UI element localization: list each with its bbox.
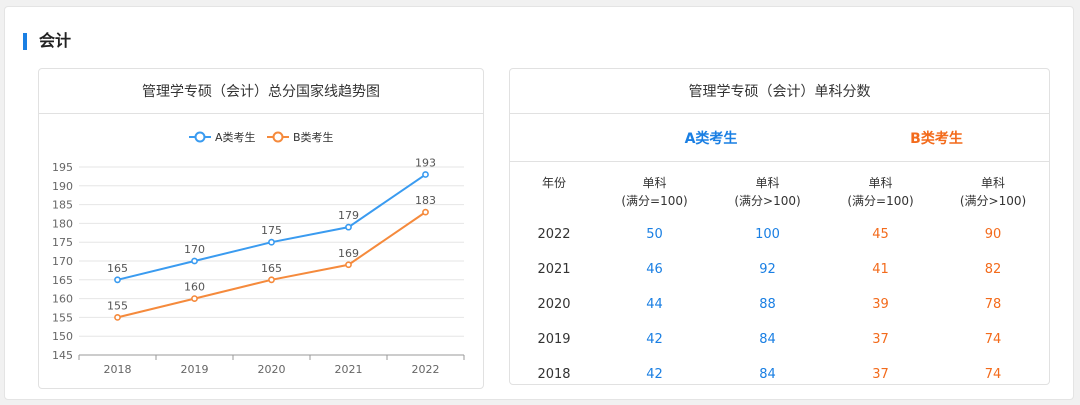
a-score-cell: 84 xyxy=(759,332,776,347)
x-tick-label: 2021 xyxy=(335,363,363,376)
data-label: 193 xyxy=(415,157,436,170)
section-title: 会计 xyxy=(39,31,72,50)
data-label: 169 xyxy=(338,247,359,260)
x-tick-label: 2018 xyxy=(104,363,132,376)
x-tick-label: 2022 xyxy=(412,363,440,376)
b-score-cell: 74 xyxy=(984,367,1002,382)
a-score-cell: 44 xyxy=(646,297,663,312)
data-point xyxy=(114,276,121,284)
year-cell: 2018 xyxy=(537,367,571,382)
data-label: 175 xyxy=(261,224,282,237)
year-cell: 2021 xyxy=(537,262,571,277)
year-cell: 2019 xyxy=(537,332,571,347)
b-score-cell: 74 xyxy=(984,332,1002,347)
scores-table-title: 管理学专硕（会计）单科分数 xyxy=(510,69,1049,114)
data-label: 165 xyxy=(107,262,128,275)
table-row: 2018 42 84 37 74 xyxy=(510,357,1049,392)
data-point xyxy=(422,208,429,216)
data-point xyxy=(345,261,352,269)
column-header-score: 单科 (满分=100) xyxy=(621,176,688,208)
a-score-cell: 46 xyxy=(646,262,663,277)
b-score-cell: 39 xyxy=(872,297,889,312)
data-point xyxy=(191,295,198,302)
data-point xyxy=(422,171,429,178)
data-point xyxy=(345,223,352,231)
legend-marker xyxy=(194,131,206,143)
y-tick-label: 165 xyxy=(52,274,73,287)
y-tick-label: 155 xyxy=(52,311,73,324)
y-tick-label: 160 xyxy=(52,293,73,306)
y-tick-label: 185 xyxy=(52,199,73,212)
data-label: 183 xyxy=(415,194,436,207)
data-label: 179 xyxy=(338,209,359,222)
year-cell: 2020 xyxy=(537,297,571,312)
data-label: 170 xyxy=(184,243,205,256)
y-tick-label: 180 xyxy=(52,217,73,230)
data-label: 160 xyxy=(184,281,205,294)
scores-table-card: 管理学专硕（会计）单科分数 A类考生 B类考生 年份 单科 (满分=100) 单科 (满… xyxy=(509,68,1050,385)
column-header-score: 单科 (满分>100) xyxy=(959,176,1027,208)
data-label: 165 xyxy=(261,262,282,275)
b-score-cell: 82 xyxy=(984,262,1002,277)
a-score-cell: 92 xyxy=(759,262,776,277)
column-header-row: 年份 单科 (满分=100) 单科 (满分>100) 单科 (满分=100) 单科 (满分>10… xyxy=(510,162,1049,218)
scores-table: A类考生 B类考生 年份 单科 (满分=100) 单科 (满分>100) 单科 (满分=10… xyxy=(510,114,1049,392)
scores-table-body: 2022 50 100 45 90 2021 46 92 41 82 2020 44 88 39 78 201… xyxy=(510,217,1049,392)
table-row: 2019 42 84 37 74 xyxy=(510,322,1049,357)
trend-chart-title: 管理学专硕（会计）总分国家线趋势图 xyxy=(39,69,483,114)
a-score-cell: 50 xyxy=(646,227,663,242)
table-row: 2021 46 92 41 82 xyxy=(510,252,1049,287)
group-header-b: B类考生 xyxy=(824,114,1049,162)
b-score-cell: 90 xyxy=(984,227,1002,242)
x-tick-label: 2019 xyxy=(181,363,209,376)
y-tick-label: 170 xyxy=(52,255,73,268)
data-label: 155 xyxy=(107,299,128,312)
legend-label: B类考生 xyxy=(293,130,334,144)
year-cell: 2022 xyxy=(537,227,571,242)
a-score-cell: 100 xyxy=(755,227,780,242)
x-tick-label: 2020 xyxy=(258,363,286,376)
legend-marker xyxy=(272,131,284,143)
trend-line-chart: 145 150 155 160 165 170 175 180 185 190 195 2018 201… xyxy=(52,130,465,376)
b-score-cell: 37 xyxy=(872,367,889,382)
column-header-year: 年份 xyxy=(541,176,566,190)
y-tick-label: 150 xyxy=(52,330,73,343)
section-accent-bar xyxy=(23,33,27,50)
main-panel: 会计 管理学专硕（会计）总分国家线趋势图 145 150 155 160 165 170 1… xyxy=(4,6,1074,400)
b-score-cell: 41 xyxy=(872,262,889,277)
a-score-cell: 42 xyxy=(646,332,663,347)
table-row: 2022 50 100 45 90 xyxy=(510,217,1049,252)
trend-chart-card: 管理学专硕（会计）总分国家线趋势图 145 150 155 160 165 170 175 1… xyxy=(38,68,484,389)
b-score-cell: 78 xyxy=(984,297,1002,312)
y-tick-label: 145 xyxy=(52,349,73,362)
column-header-score: 单科 (满分>100) xyxy=(734,176,801,208)
group-header-row: A类考生 B类考生 xyxy=(510,114,1049,162)
b-score-cell: 37 xyxy=(872,332,889,347)
a-score-cell: 42 xyxy=(646,367,663,382)
data-point xyxy=(191,257,198,265)
data-point xyxy=(268,276,275,284)
y-tick-label: 190 xyxy=(52,180,73,193)
data-point xyxy=(114,313,121,321)
data-point xyxy=(268,238,275,246)
a-score-cell: 84 xyxy=(759,367,776,382)
group-header-a: A类考生 xyxy=(598,114,824,162)
a-score-cell: 88 xyxy=(759,297,776,312)
group-header-empty xyxy=(510,114,598,162)
b-score-cell: 45 xyxy=(872,227,889,242)
y-tick-label: 175 xyxy=(52,236,73,249)
legend-label: A类考生 xyxy=(215,130,256,144)
table-row: 2020 44 88 39 78 xyxy=(510,287,1049,322)
y-tick-label: 195 xyxy=(52,161,73,174)
column-header-score: 单科 (满分=100) xyxy=(847,176,914,208)
